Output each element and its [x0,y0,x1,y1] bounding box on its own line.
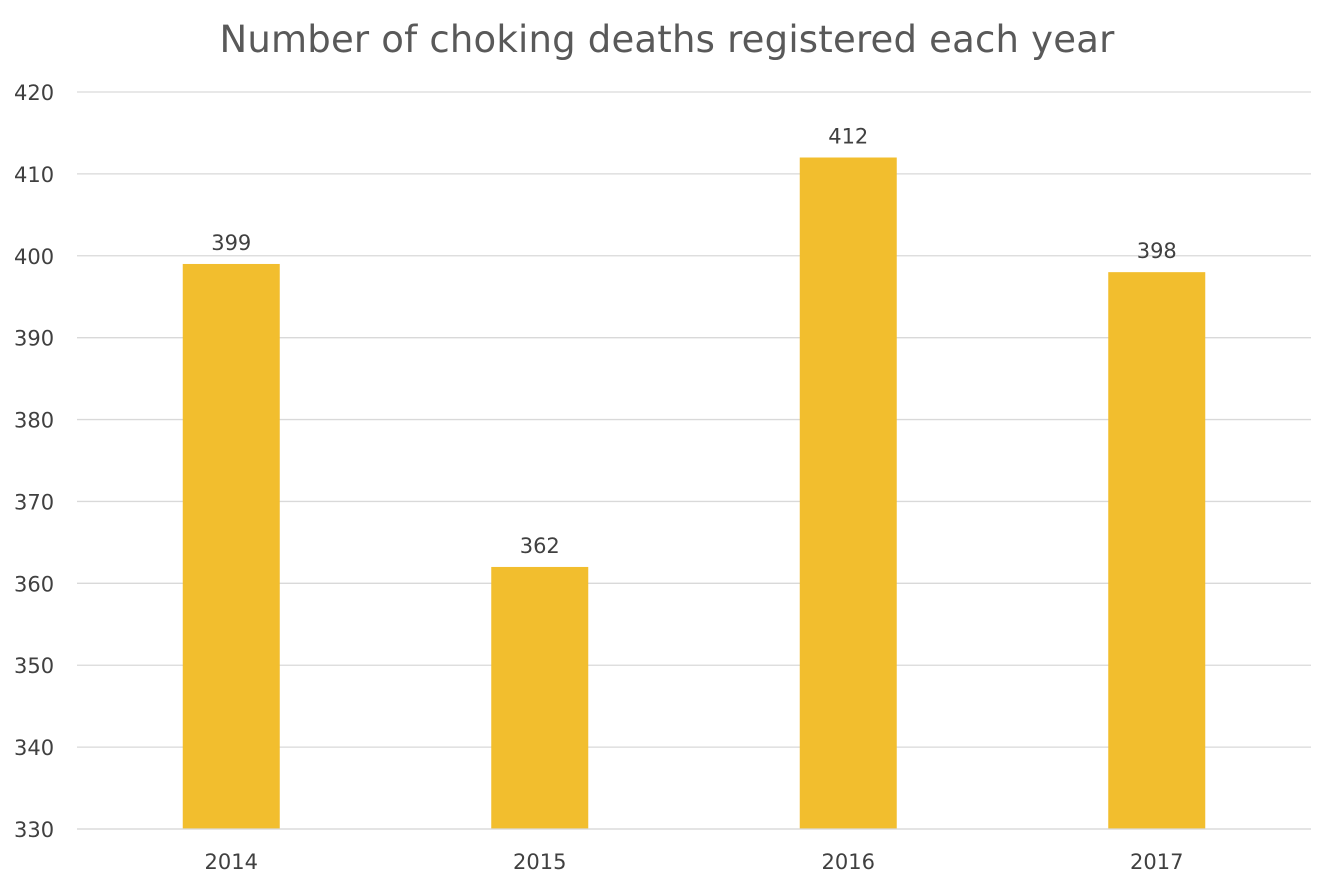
x-tick-label-2014: 2014 [205,850,258,874]
y-tick-label: 420 [14,81,54,105]
y-tick-label: 390 [14,327,54,351]
chart-title: Number of choking deaths registered each… [219,18,1115,61]
y-tick-label: 340 [14,736,54,760]
y-tick-label: 400 [14,245,54,269]
data-label-2014: 399 [211,231,251,255]
data-label-2015: 362 [520,534,560,558]
y-tick-label: 330 [14,818,54,842]
bar-2016 [799,157,897,829]
y-tick-label: 360 [14,572,54,596]
y-tick-label: 380 [14,409,54,433]
y-tick-label: 350 [14,654,54,678]
data-label-2016: 412 [828,125,868,149]
x-tick-label-2016: 2016 [822,850,875,874]
y-tick-label: 370 [14,490,54,514]
x-tick-label-2017: 2017 [1130,850,1183,874]
data-label-2017: 398 [1137,239,1177,263]
y-tick-label: 410 [14,163,54,187]
bar-2014 [182,263,280,829]
bar-2017 [1108,272,1206,830]
bar-2015 [491,566,589,829]
x-tick-label-2015: 2015 [513,850,566,874]
